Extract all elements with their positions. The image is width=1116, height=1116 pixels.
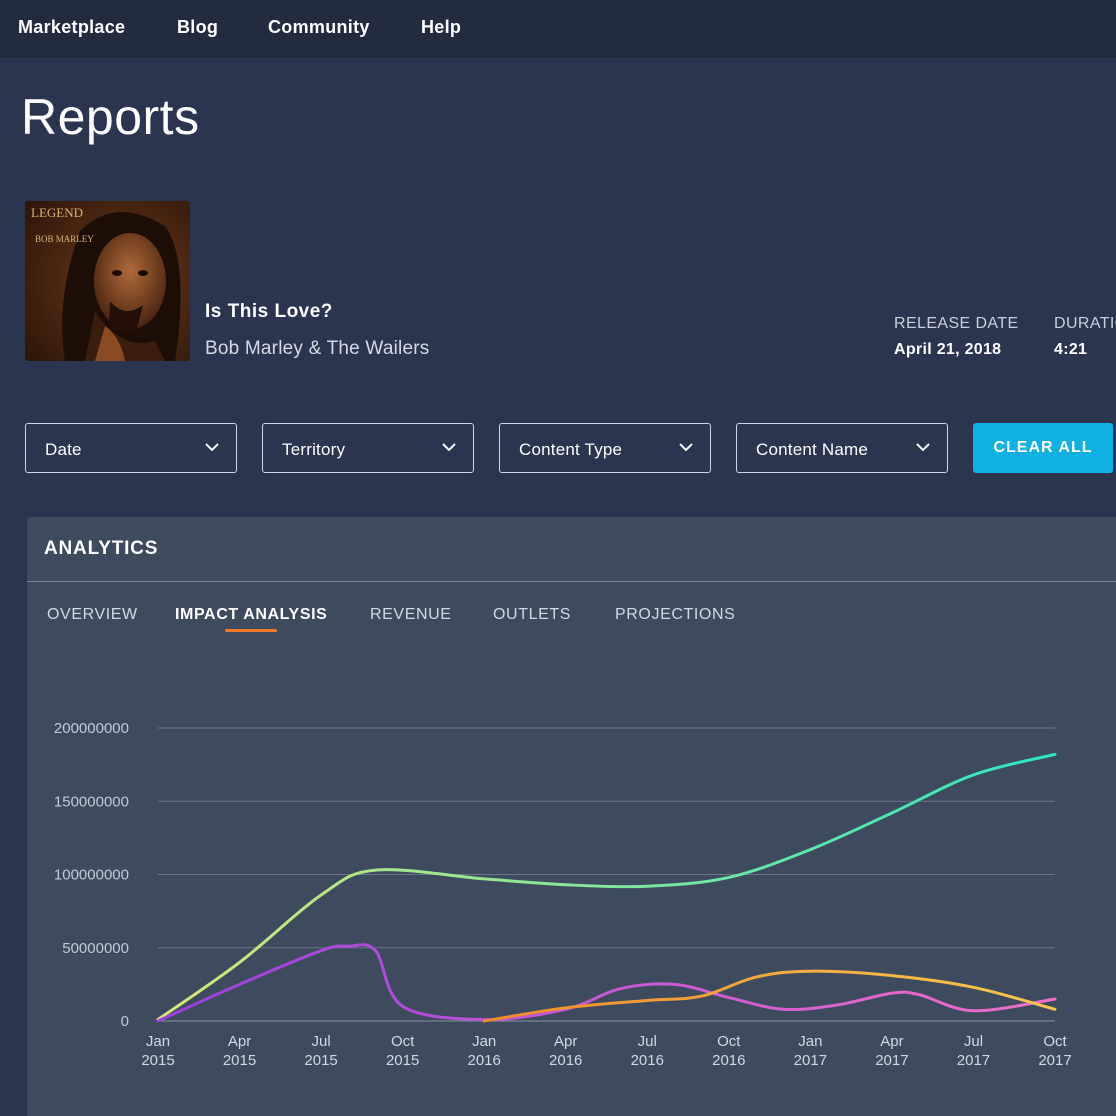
album-cover: LEGEND BOB MARLEY [25,201,190,361]
nav-help[interactable]: Help [421,17,462,37]
x-tick-year: 2015 [141,1052,174,1069]
x-tick-label: Jul [311,1033,330,1050]
filter-territory-label: Territory [282,440,346,459]
x-tick-year: 2016 [631,1052,664,1069]
y-tick-label: 100000000 [54,867,129,884]
analytics-title: ANALYTICS [44,538,159,559]
cover-artist: BOB MARLEY [35,234,94,244]
cover-title: LEGEND [31,205,83,220]
x-tick-year: 2015 [304,1052,337,1069]
active-tab-indicator [225,629,277,632]
duration-label: DURATION [1054,315,1116,332]
x-tick-label: Jan [146,1033,170,1050]
release-date-label: RELEASE DATE [894,315,1019,332]
x-tick-label: Apr [228,1033,251,1050]
nav-blog[interactable]: Blog [177,17,219,37]
x-tick-label: Oct [391,1033,415,1050]
chevron-down-icon [205,443,219,452]
x-tick-year: 2017 [1038,1052,1071,1069]
tab-overview[interactable]: OVERVIEW [47,606,138,623]
y-tick-label: 150000000 [54,793,129,810]
x-tick-year: 2016 [467,1052,500,1069]
nav-community[interactable]: Community [268,17,370,37]
y-tick-label: 200000000 [54,720,129,737]
filter-content-name-label: Content Name [756,440,869,459]
x-tick-year: 2015 [223,1052,256,1069]
y-tick-label: 0 [121,1013,129,1030]
filter-territory[interactable]: Territory [262,423,474,473]
clear-all-button[interactable]: CLEAR ALL [973,423,1113,473]
duration-value: 4:21 [1054,341,1088,358]
x-tick-label: Oct [1043,1033,1067,1050]
filter-content-type-label: Content Type [519,440,623,459]
tab-projections[interactable]: PROJECTIONS [615,606,736,623]
series-line-green [156,752,1057,1022]
x-tick-year: 2016 [712,1052,745,1069]
filter-date[interactable]: Date [25,423,237,473]
x-tick-label: Oct [717,1033,741,1050]
nav-marketplace[interactable]: Marketplace [18,17,126,37]
series-line-purple [156,943,1057,1023]
x-tick-year: 2016 [549,1052,582,1069]
filter-date-label: Date [45,440,82,459]
tab-outlets[interactable]: OUTLETS [493,606,571,623]
tab-revenue[interactable]: REVENUE [370,606,452,623]
top-nav: Marketplace Blog Community Help [0,0,1116,58]
chevron-down-icon [916,443,930,452]
filter-content-type[interactable]: Content Type [499,423,711,473]
tab-impact-analysis[interactable]: IMPACT ANALYSIS [175,606,328,623]
x-tick-label: Jul [964,1033,983,1050]
filter-content-name[interactable]: Content Name [736,423,948,473]
page-title: Reports [21,89,200,145]
x-tick-label: Jan [472,1033,496,1050]
impact-line-chart: 0 50000000 100000000 150000000 200000000 Jan… [54,720,1072,1069]
x-tick-year: 2017 [875,1052,908,1069]
chevron-down-icon [442,443,456,452]
track-title: Is This Love? [205,301,333,322]
release-date-value: April 21, 2018 [894,341,1002,358]
x-tick-label: Apr [554,1033,577,1050]
x-tick-year: 2017 [794,1052,827,1069]
analytics-header: ANALYTICS [27,517,1116,582]
track-artist: Bob Marley & The Wailers [205,338,430,359]
x-tick-label: Jul [638,1033,657,1050]
x-tick-label: Apr [880,1033,903,1050]
x-tick-year: 2017 [957,1052,990,1069]
analytics-panel: ANALYTICS OVERVIEW IMPACT ANALYSIS REVEN… [27,517,1116,1116]
x-tick-year: 2015 [386,1052,419,1069]
x-tick-label: Jan [798,1033,822,1050]
y-tick-label: 50000000 [62,940,129,957]
chevron-down-icon [679,443,693,452]
series-line-orange [482,969,1057,1023]
duration-block: DURATION 4:21 [1054,300,1116,370]
